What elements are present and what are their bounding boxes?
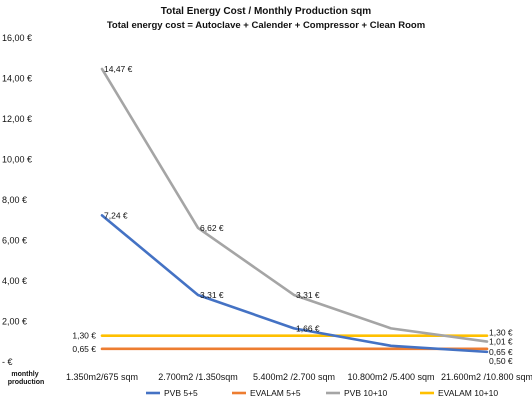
data-label: 0,65 € [489,347,513,357]
x-axis-label-line-2: production [8,379,45,386]
x-axis-label-line-1: monthly [11,371,38,378]
x-axis-label: monthly production [8,371,45,386]
x-tick-label: 2.700m2 /1.350sqm [158,372,238,382]
data-label: 7,24 € [104,210,128,220]
data-label: 1,30 € [489,328,513,338]
data-label: 14,47 € [104,64,133,74]
y-tick-label: 10,00 € [2,155,32,165]
y-tick-label: 16,00 € [2,33,32,43]
series-line-pvb-5-5 [100,214,489,354]
legend-label: EVALAM 10+10 [438,388,498,398]
legend: PVB 5+5 EVALAM 5+5 PVB 10+10 EVALAM 10+10 [146,388,498,398]
x-tick-label: 5.400m2 /2.700 sqm [253,372,335,382]
data-label: 1,01 € [489,337,513,347]
chart-title: Total Energy Cost / Monthly Production s… [161,6,371,17]
y-tick-label: 2,00 € [2,317,27,327]
y-tick-label: 6,00 € [2,236,27,246]
series-line-pvb-10-10 [100,67,489,343]
y-axis-ticks: - € 2,00 € 4,00 € 6,00 € 8,00 € 10,00 € 12,00 … [2,33,32,367]
legend-label: PVB 10+10 [344,388,388,398]
legend-label: EVALAM 5+5 [250,388,301,398]
legend-label: PVB 5+5 [164,388,198,398]
data-label: 1,30 € [72,331,96,341]
data-label: 6,62 € [200,223,224,233]
x-tick-label: 1.350m2/675 sqm [66,372,138,382]
y-tick-label: 12,00 € [2,114,32,124]
x-axis-ticks: 1.350m2/675 sqm 2.700m2 /1.350sqm 5.400m2 … [66,372,532,382]
data-label: 0,65 € [72,344,96,354]
y-tick-label: 8,00 € [2,195,27,205]
data-label: 0,50 € [489,356,513,366]
y-tick-label: 4,00 € [2,276,27,286]
data-label: 1,66 € [296,323,320,333]
y-tick-label: 14,00 € [2,74,32,84]
y-tick-label: - € [2,357,13,367]
x-tick-label: 21.600m2 /10.800 sqm [441,372,532,382]
series-lines [100,67,489,354]
data-label: 3,31 € [296,290,320,300]
data-label: 3,31 € [200,290,224,300]
chart-subtitle: Total energy cost = Autoclave + Calender… [107,20,425,31]
data-labels: 7,24 €3,31 €1,66 €0,50 €0,65 €0,65 €14,4… [72,64,513,366]
x-tick-label: 10.800m2 /5.400 sqm [347,372,434,382]
